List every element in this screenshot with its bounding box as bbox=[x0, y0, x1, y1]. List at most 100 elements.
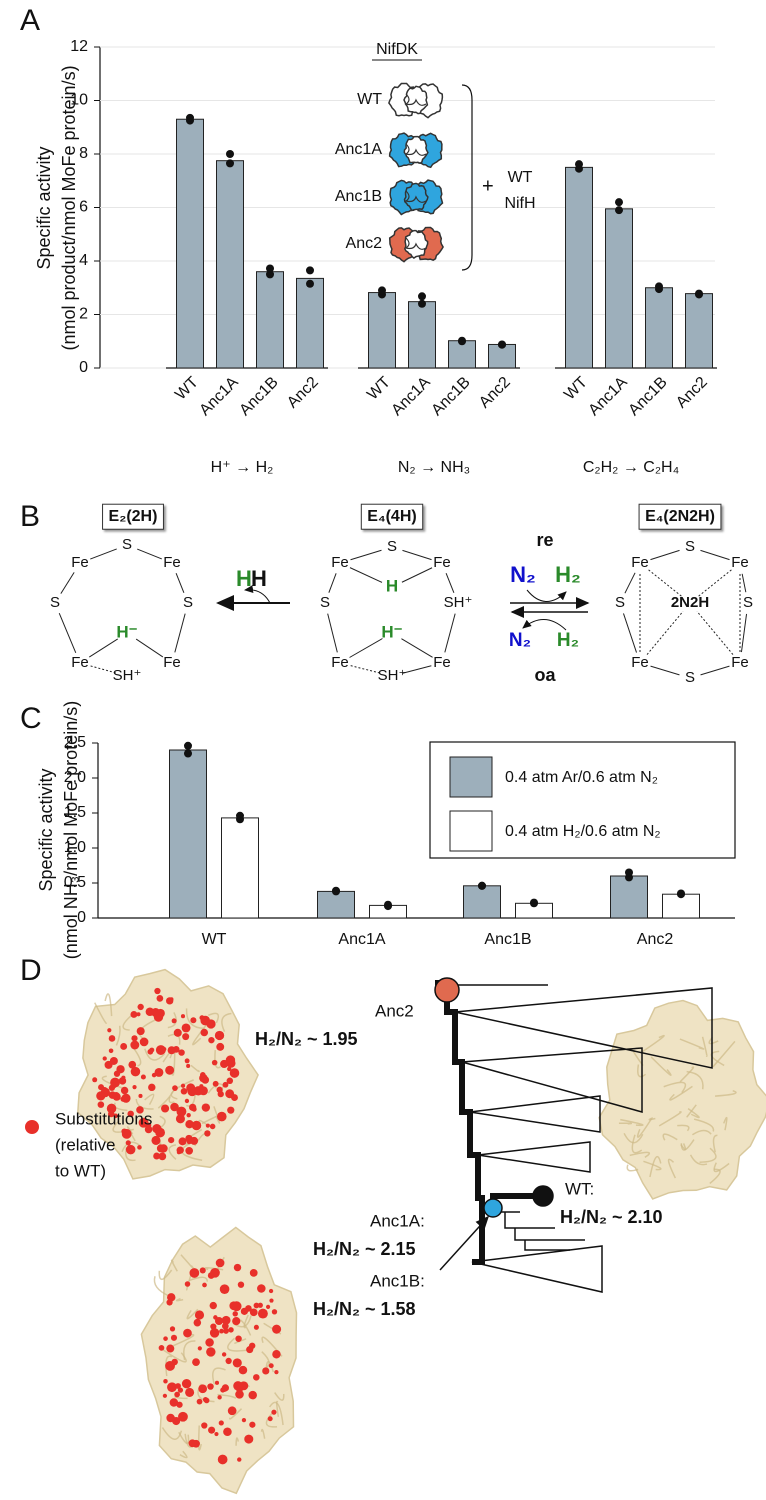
protein-ribbon bbox=[662, 1133, 678, 1141]
protein-ribbon bbox=[161, 1427, 183, 1440]
substitution-dot bbox=[108, 1084, 116, 1091]
protein-ribbon bbox=[723, 1116, 728, 1131]
substitution-dot bbox=[225, 1089, 235, 1099]
protein-ribbon bbox=[274, 1392, 285, 1401]
protein-ribbon bbox=[172, 1333, 195, 1347]
substitution-dot bbox=[178, 1411, 188, 1422]
substitution-dot bbox=[257, 1308, 268, 1319]
substitution-dot bbox=[184, 1058, 190, 1064]
protein-ribbon bbox=[162, 1348, 187, 1363]
atom-label: SH⁺ bbox=[113, 667, 142, 684]
protein-ribbon bbox=[175, 1297, 184, 1302]
protein-ribbon bbox=[168, 1144, 177, 1160]
protein-fold bbox=[404, 143, 427, 156]
substitution-dot bbox=[229, 1068, 240, 1078]
protein-ribbon bbox=[197, 1425, 202, 1451]
forward-curve bbox=[526, 589, 567, 602]
bond bbox=[137, 548, 162, 560]
substitution-dot bbox=[193, 1318, 202, 1327]
substitution-dot bbox=[106, 1103, 117, 1114]
forward-label: re bbox=[536, 530, 553, 550]
protein-ribbon bbox=[686, 1104, 697, 1118]
substitution-dot bbox=[180, 1083, 186, 1088]
substitution-dot bbox=[144, 1125, 153, 1134]
substitution-dot bbox=[132, 1085, 137, 1090]
key-dot bbox=[25, 1120, 39, 1134]
substitution-dot bbox=[194, 1310, 205, 1320]
bond bbox=[624, 572, 636, 594]
substitution-dot bbox=[249, 1421, 256, 1428]
node-name: WT: bbox=[565, 1179, 594, 1198]
substitution-dot bbox=[219, 1284, 230, 1294]
state-title: E₄(4H) bbox=[367, 508, 416, 525]
replicate-dot bbox=[332, 886, 340, 895]
protein-ribbon bbox=[679, 1066, 695, 1083]
substitution-dot bbox=[189, 1103, 197, 1111]
substitution-dot bbox=[237, 1457, 242, 1462]
replicate-dot bbox=[378, 286, 386, 295]
replicate-dot bbox=[384, 900, 392, 909]
atom-label: S bbox=[320, 594, 330, 611]
atom-label: Fe bbox=[331, 554, 349, 571]
substitution-dot bbox=[101, 1087, 108, 1094]
atom-label: H⁻ bbox=[116, 622, 137, 641]
substitution-dot bbox=[208, 1036, 215, 1044]
key-label: to WT) bbox=[55, 1161, 106, 1180]
protein-ribbon bbox=[713, 1162, 730, 1173]
protein-structure bbox=[140, 1226, 298, 1495]
protein-ribbon bbox=[115, 1025, 121, 1046]
substitution-dot bbox=[217, 1111, 227, 1122]
substitution-dot bbox=[136, 1106, 144, 1114]
substitution-dot bbox=[269, 1298, 274, 1303]
substitution-dot bbox=[162, 1046, 167, 1052]
substitution-dot bbox=[147, 1048, 154, 1055]
substitution-dot bbox=[167, 1382, 177, 1393]
substitution-dot bbox=[202, 1282, 207, 1288]
bond bbox=[648, 569, 682, 597]
atom-label: Fe bbox=[433, 554, 451, 571]
state-title: E₂(2H) bbox=[109, 508, 158, 525]
protein-ribbon bbox=[643, 1160, 662, 1171]
protein-fold bbox=[404, 190, 427, 203]
substitution-dot bbox=[257, 1302, 263, 1308]
node-ratio: H₂/N₂ ~ 2.15 bbox=[313, 1239, 416, 1259]
substitution-dot bbox=[108, 1048, 114, 1054]
substitution-dot bbox=[178, 1049, 185, 1056]
protein-ribbon bbox=[94, 1002, 108, 1024]
substitution-dot bbox=[196, 1398, 203, 1405]
protein-ribbon bbox=[153, 1276, 170, 1297]
legend-label: 0.4 atm H₂/0.6 atm N₂ bbox=[505, 823, 661, 840]
substitution-dot bbox=[182, 1033, 190, 1041]
y-tick-label: 2.0 bbox=[64, 769, 86, 786]
released-h: H bbox=[236, 566, 252, 591]
substitution-dot bbox=[130, 1010, 138, 1018]
atom-label: Fe bbox=[163, 654, 181, 671]
bar bbox=[605, 208, 633, 369]
reverse-curve bbox=[522, 619, 567, 631]
inset-label: Anc2 bbox=[346, 235, 383, 252]
substitution-dot bbox=[136, 1012, 141, 1017]
atom-label: S bbox=[183, 594, 193, 611]
panel-letter: D bbox=[20, 954, 42, 987]
protein-ribbon bbox=[168, 1096, 175, 1104]
bond bbox=[650, 549, 680, 561]
substitution-dot bbox=[198, 1384, 208, 1394]
protein-ribbon bbox=[157, 1090, 174, 1109]
replicate-dot bbox=[306, 266, 314, 275]
bar bbox=[645, 287, 673, 369]
reverse-label: oa bbox=[534, 665, 556, 685]
substitution-dot bbox=[227, 1406, 237, 1416]
protein-ribbon bbox=[667, 1158, 677, 1179]
bond bbox=[175, 573, 185, 593]
protein-ribbon bbox=[165, 1355, 173, 1377]
substitution-dot bbox=[241, 1417, 247, 1423]
y-tick-label: 6 bbox=[79, 199, 88, 216]
plus: + bbox=[482, 175, 494, 197]
substitution-dot bbox=[104, 1060, 113, 1069]
protein-ribbon bbox=[677, 1124, 690, 1132]
substitution-dot bbox=[232, 1317, 241, 1326]
atom-label: SH⁺ bbox=[444, 594, 473, 611]
substitution-dot bbox=[102, 1056, 107, 1061]
substitution-dot bbox=[139, 1037, 149, 1047]
substitution-dot bbox=[209, 1328, 220, 1338]
